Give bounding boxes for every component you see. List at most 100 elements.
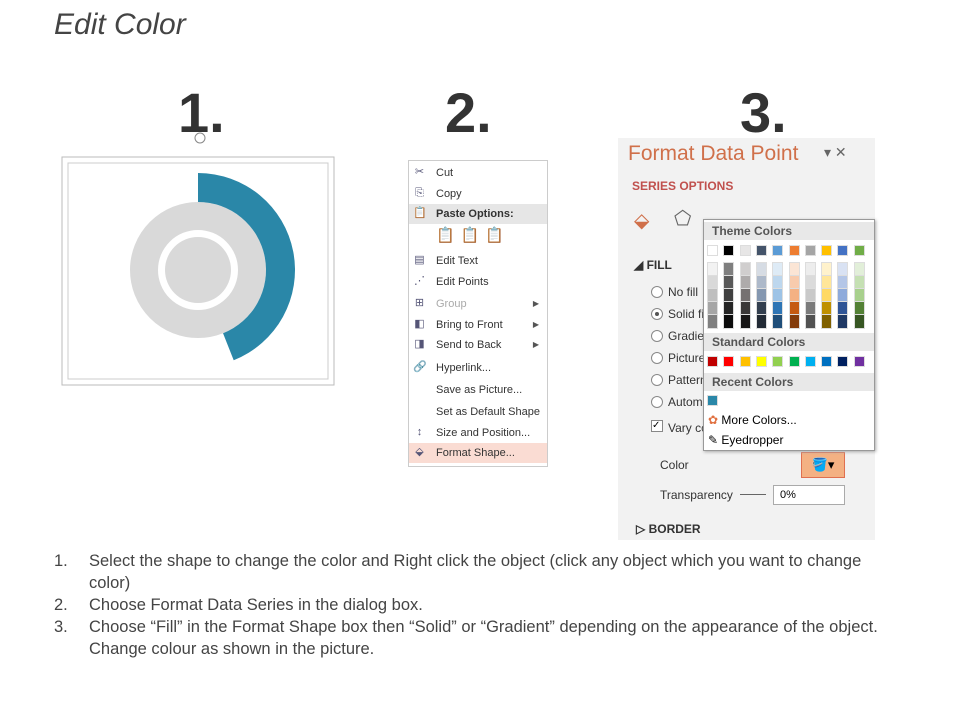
menu-item[interactable]: ↕ Size and Position... [409, 423, 547, 443]
fill-radio[interactable] [651, 352, 663, 364]
theme-shade-swatch[interactable] [755, 275, 767, 290]
theme-shade-swatch[interactable] [837, 301, 849, 316]
theme-shade-swatch[interactable] [723, 262, 735, 277]
fill-radio[interactable] [651, 286, 663, 298]
fill-radio[interactable] [651, 374, 663, 386]
standard-color-swatch[interactable] [772, 356, 784, 367]
standard-color-swatch[interactable] [853, 356, 865, 367]
theme-shade-swatch[interactable] [772, 288, 784, 303]
theme-shade-swatch[interactable] [853, 288, 865, 303]
theme-shade-swatch[interactable] [837, 275, 849, 290]
theme-shade-swatch[interactable] [723, 275, 735, 290]
standard-color-swatch[interactable] [804, 356, 816, 367]
theme-shade-swatch[interactable] [755, 301, 767, 316]
menu-item[interactable]: ⎘ Copy [409, 184, 547, 204]
eyedropper-item[interactable]: ✎ Eyedropper [708, 433, 783, 447]
standard-color-swatch[interactable] [788, 356, 800, 367]
series-options-dropdown[interactable]: SERIES OPTIONS [632, 179, 734, 193]
theme-shade-swatch[interactable] [707, 314, 718, 329]
donut-selected-segment[interactable] [198, 173, 295, 361]
transparency-input[interactable]: 0% [773, 485, 845, 505]
theme-shade-swatch[interactable] [853, 275, 865, 290]
theme-shade-swatch[interactable] [707, 275, 718, 290]
theme-shade-swatch[interactable] [788, 288, 800, 303]
menu-item[interactable]: ⬙ Format Shape... [409, 443, 547, 463]
theme-shade-swatch[interactable] [804, 262, 816, 277]
theme-color-swatch[interactable] [739, 245, 751, 256]
transparency-slider[interactable] [740, 494, 766, 495]
theme-shade-swatch[interactable] [739, 314, 751, 329]
theme-shade-swatch[interactable] [739, 275, 751, 290]
theme-shade-swatch[interactable] [723, 314, 735, 329]
theme-shade-swatch[interactable] [723, 288, 735, 303]
fill-radio[interactable] [651, 330, 663, 342]
theme-shade-swatch[interactable] [772, 275, 784, 290]
menu-item[interactable]: Set as Default Shape [409, 402, 547, 422]
pane-close-icon[interactable]: ▾ ✕ [824, 144, 847, 160]
theme-shade-swatch[interactable] [755, 288, 767, 303]
effects-tab-icon[interactable]: ⬠ [674, 208, 692, 230]
fill-line-tab-icon[interactable]: ⬙ [634, 210, 650, 232]
theme-color-swatch[interactable] [788, 245, 800, 256]
theme-shade-swatch[interactable] [788, 262, 800, 277]
standard-color-swatch[interactable] [821, 356, 833, 367]
theme-shade-swatch[interactable] [837, 314, 849, 329]
theme-shade-swatch[interactable] [707, 262, 718, 277]
standard-color-swatch[interactable] [723, 356, 735, 367]
fill-radio[interactable] [651, 396, 663, 408]
menu-item[interactable]: ◨ Send to Back ▶ [409, 335, 547, 355]
theme-shade-swatch[interactable] [755, 314, 767, 329]
theme-shade-swatch[interactable] [739, 262, 751, 277]
theme-color-swatch[interactable] [723, 245, 735, 256]
theme-color-swatch[interactable] [821, 245, 833, 256]
theme-shade-swatch[interactable] [821, 301, 833, 316]
fill-radio[interactable] [651, 308, 663, 320]
recent-color-swatch[interactable] [707, 395, 718, 406]
border-section-header[interactable]: ▷ BORDER [636, 522, 701, 536]
donut-chart-selected[interactable] [55, 130, 345, 390]
theme-shade-swatch[interactable] [804, 301, 816, 316]
theme-shade-swatch[interactable] [853, 314, 865, 329]
theme-color-swatch[interactable] [837, 245, 849, 256]
theme-shade-swatch[interactable] [755, 262, 767, 277]
paste-icon[interactable]: 📋📋📋 [436, 227, 511, 244]
theme-shade-swatch[interactable] [837, 288, 849, 303]
standard-color-swatch[interactable] [707, 356, 718, 367]
theme-shade-swatch[interactable] [821, 275, 833, 290]
theme-color-swatch[interactable] [772, 245, 784, 256]
theme-shade-swatch[interactable] [788, 301, 800, 316]
theme-shade-swatch[interactable] [707, 301, 718, 316]
theme-shade-swatch[interactable] [788, 314, 800, 329]
menu-item[interactable]: ⊞ Group ▶ [409, 294, 547, 314]
theme-shade-swatch[interactable] [772, 314, 784, 329]
theme-shade-swatch[interactable] [804, 314, 816, 329]
theme-shade-swatch[interactable] [739, 301, 751, 316]
menu-item[interactable]: ◧ Bring to Front ▶ [409, 315, 547, 335]
menu-item[interactable]: ✂ Cut [409, 163, 547, 183]
theme-color-swatch[interactable] [707, 245, 718, 256]
menu-item[interactable]: Save as Picture... [409, 380, 547, 400]
theme-shade-swatch[interactable] [837, 262, 849, 277]
theme-shade-swatch[interactable] [804, 275, 816, 290]
standard-color-swatch[interactable] [755, 356, 767, 367]
menu-item[interactable]: ▤ Edit Text [409, 251, 547, 271]
theme-shade-swatch[interactable] [739, 288, 751, 303]
theme-shade-swatch[interactable] [772, 301, 784, 316]
theme-shade-swatch[interactable] [821, 314, 833, 329]
theme-color-swatch[interactable] [853, 245, 865, 256]
paste-options-icons[interactable]: 📋📋📋 [409, 225, 547, 249]
theme-color-swatch[interactable] [804, 245, 816, 256]
theme-shade-swatch[interactable] [804, 288, 816, 303]
fill-color-button[interactable]: 🪣▾ [801, 452, 845, 478]
standard-color-swatch[interactable] [837, 356, 849, 367]
theme-shade-swatch[interactable] [853, 301, 865, 316]
theme-shade-swatch[interactable] [788, 275, 800, 290]
theme-shade-swatch[interactable] [723, 301, 735, 316]
fill-section-header[interactable]: ◢ FILL [634, 258, 672, 272]
theme-shade-swatch[interactable] [772, 262, 784, 277]
standard-color-swatch[interactable] [739, 356, 751, 367]
menu-item[interactable]: 🔗 Hyperlink... [409, 358, 547, 378]
theme-shade-swatch[interactable] [821, 288, 833, 303]
menu-item[interactable]: ⋰ Edit Points [409, 272, 547, 292]
menu-item[interactable]: 📋 Paste Options: [409, 204, 547, 224]
